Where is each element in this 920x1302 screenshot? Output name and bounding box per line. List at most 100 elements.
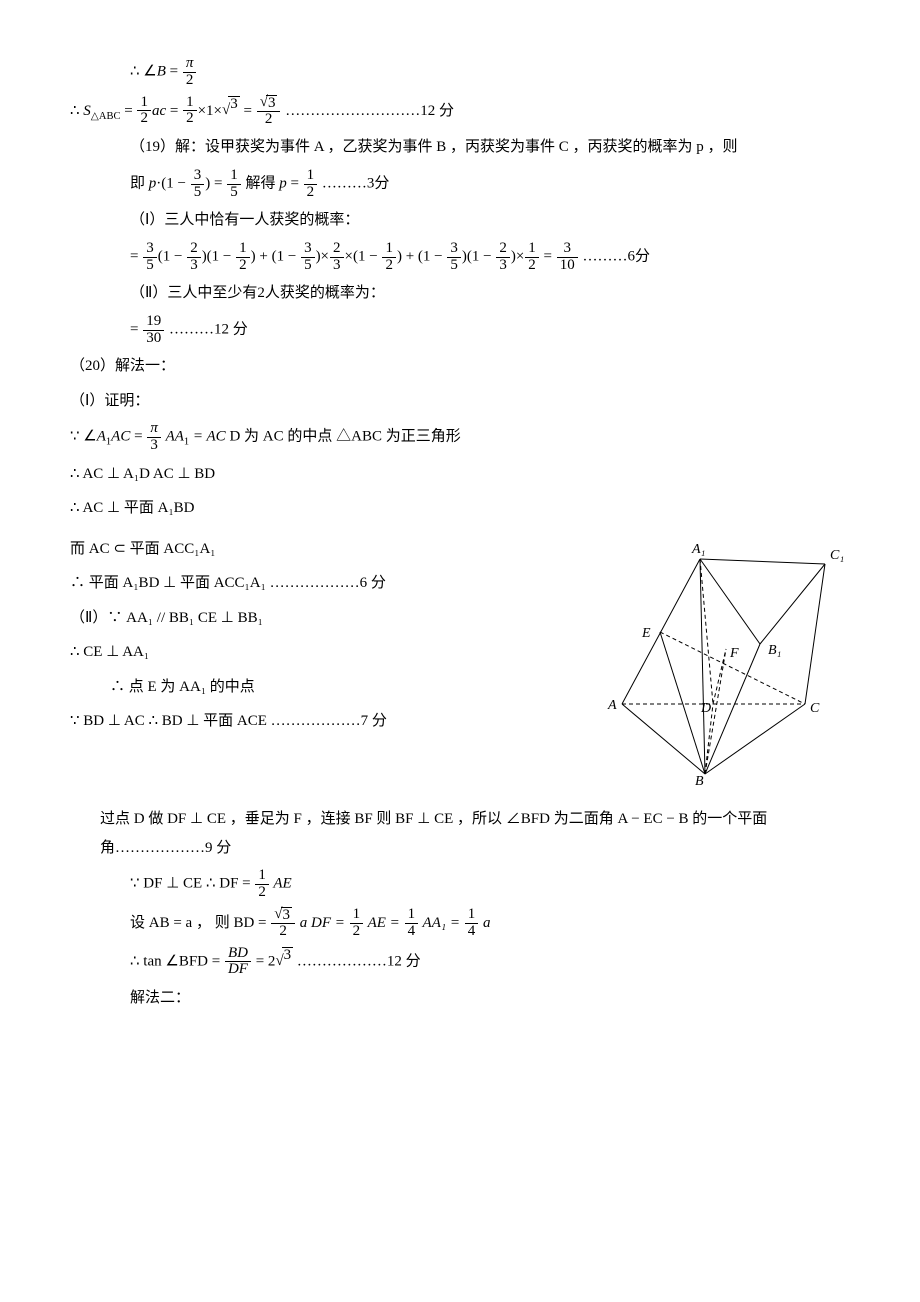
AA1: AA (166, 429, 184, 445)
p19-l5: = 1930 ………12 分 (130, 314, 860, 347)
f1: 35 (191, 168, 205, 201)
d: 2 (271, 924, 295, 940)
f3: 12 (304, 168, 318, 201)
times: ×1× (198, 102, 222, 118)
p20-l1: ∵ ∠A1AC = π3 AA1 = AC D 为 AC 的中点 △ABC 为正… (70, 421, 860, 454)
n: 1 (350, 907, 364, 924)
p19-header: （19）解：设甲获奖为事件 A ，乙获奖为事件 B ，丙获奖为事件 C ，丙获奖… (130, 133, 860, 162)
tail: ………………………12 分 (281, 102, 454, 118)
f3: 14 (405, 907, 419, 940)
eq: = (166, 102, 182, 118)
p20-l12: 设 AB = a ， 则 BD = 32 a DF = 12 AE = 14 A… (130, 907, 860, 940)
p20-l11: ∵ DF ⊥ CE ∴ DF = 12 AE (130, 868, 860, 901)
p20-l5: ∴ 平面 A₁BD ⊥ 平面 ACC₁A₁ ………………6 分 (70, 569, 590, 598)
eq: = (120, 102, 136, 118)
var-B: B (157, 64, 166, 80)
f: 12 (255, 868, 269, 901)
p18-line1: ∴ ∠B = π2 (130, 56, 860, 89)
post: ) = (205, 175, 226, 191)
p19-l2: （Ⅰ）三人中恰有一人获奖的概率： (130, 206, 860, 235)
AC: AC (111, 429, 130, 445)
svg-text:D: D (700, 701, 711, 716)
n: π (147, 421, 161, 438)
svg-text:F: F (729, 646, 739, 661)
p20-leftcol: 而 AC ⊂ 平面 ACC₁A₁ ∴ 平面 A₁BD ⊥ 平面 ACC₁A₁ …… (70, 529, 590, 742)
n: 1 (137, 95, 151, 112)
pre: = (130, 248, 142, 264)
n: 1 (465, 907, 479, 924)
a1: a DF = (296, 915, 349, 931)
n: 3 (271, 907, 295, 924)
p20-l9: ∵ BD ⊥ AC ∴ BD ⊥ 平面 ACE ………………7 分 (70, 707, 590, 736)
t4: 35 (301, 241, 315, 274)
sqrt: 3 (275, 947, 293, 976)
sym: ∴ ∠ (130, 64, 157, 80)
pre: ∵ DF ⊥ CE ∴ DF = (130, 876, 254, 892)
svg-text:E: E (641, 626, 651, 641)
sym: ∴ (70, 102, 83, 118)
sqv: 3 (266, 95, 278, 111)
f2: 15 (227, 168, 241, 201)
t6: 12 (382, 241, 396, 274)
tail: ………6分 (579, 248, 650, 264)
p20-head: （20）解法一： (70, 352, 860, 381)
p20-l10: 过点 D 做 DF ⊥ CE ，垂足为 F ，连接 BF 则 BF ⊥ CE ，… (100, 805, 860, 862)
tail: ………3分 (318, 175, 389, 191)
n: 1 (227, 168, 241, 185)
p20-l7: ∴ CE ⊥ AA₁ (70, 638, 590, 667)
a4: a (479, 915, 490, 931)
t9: 12 (525, 241, 539, 274)
post: AE (270, 876, 292, 892)
d: 2 (257, 112, 281, 128)
p20-l14: 解法二： (130, 984, 860, 1013)
d: DF (225, 962, 251, 978)
p20-l2: ∴ AC ⊥ A₁D AC ⊥ BD (70, 460, 860, 489)
d: 5 (191, 185, 205, 201)
f: π3 (147, 421, 161, 454)
frac: π2 (183, 56, 197, 89)
p18-line2: ∴ S△ABC = 12ac = 12×1×3 = 32 ………………………12… (70, 95, 860, 128)
t3: 12 (236, 241, 250, 274)
svg-text:C: C (810, 701, 820, 716)
t5: 23 (330, 241, 344, 274)
f1: 32 (271, 907, 295, 940)
f3: 32 (257, 95, 281, 128)
ac: ac (152, 102, 166, 118)
svg-text:A: A (607, 698, 617, 713)
f1: 12 (137, 95, 151, 128)
pre: = (130, 321, 142, 337)
n: 3 (191, 168, 205, 185)
d: 4 (465, 924, 479, 940)
n: 1 (183, 95, 197, 112)
svg-text:B: B (695, 774, 704, 789)
p20-figrow: 而 AC ⊂ 平面 ACC₁A₁ ∴ 平面 A₁BD ⊥ 平面 ACC₁A₁ …… (70, 529, 860, 800)
p19-l1: 即 p·(1 − 35) = 15 解得 p = 12 ………3分 (130, 168, 860, 201)
svg-text:C₁: C₁ (830, 548, 844, 563)
sqv: 3 (228, 96, 240, 112)
n: 3 (257, 95, 281, 112)
sqv: 3 (282, 947, 294, 963)
p19-l4: （Ⅱ）三人中至少有2人获奖的概率为： (130, 279, 860, 308)
p20-l3: ∴ AC ⊥ 平面 A₁BD (70, 494, 860, 523)
n: 1 (255, 868, 269, 885)
a2: AE = (364, 915, 403, 931)
tail: ………………12 分 (293, 953, 421, 969)
sym: ∵ ∠ (70, 429, 97, 445)
geom-figure: A A₁ B B₁ C C₁ D E F (600, 529, 860, 800)
a3: AA₁ = (419, 915, 464, 931)
t7: 35 (447, 241, 461, 274)
A: A (97, 429, 106, 445)
eq: = (130, 429, 146, 445)
svg-text:A₁: A₁ (691, 542, 705, 557)
t8: 23 (496, 241, 510, 274)
p20-l8: ∴ 点 E 为 AA₁ 的中点 (110, 673, 590, 702)
eq: = (240, 102, 256, 118)
d: 3 (147, 438, 161, 454)
p20-l13: ∴ tan ∠BFD = BDDF = 23 ………………12 分 (130, 946, 860, 979)
prism-svg: A A₁ B B₁ C C₁ D E F (600, 529, 860, 789)
dot: ·(1 − (156, 175, 189, 191)
sqrt: 3 (222, 96, 240, 125)
f2: 12 (350, 907, 364, 940)
n: 1 (405, 907, 419, 924)
svg-text:B₁: B₁ (768, 643, 781, 658)
